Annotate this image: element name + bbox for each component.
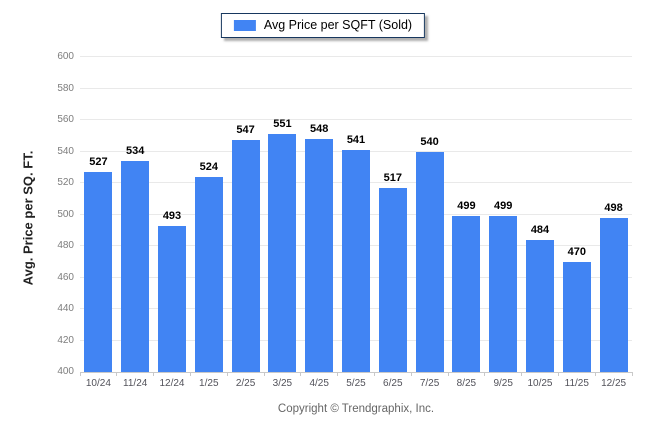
gridline — [80, 87, 632, 89]
y-tick-label: 600 — [57, 51, 74, 62]
bar[interactable] — [268, 134, 297, 372]
bar[interactable] — [342, 149, 370, 372]
bar[interactable] — [489, 216, 518, 372]
x-tick-label: 4/25 — [309, 378, 329, 389]
bar-value-label: 499 — [494, 200, 513, 213]
x-axis-tick — [373, 372, 375, 376]
gridline — [80, 56, 632, 57]
x-tick-label: 11/24 — [123, 378, 148, 389]
bar[interactable] — [378, 187, 407, 372]
x-tick-label: 9/25 — [493, 378, 513, 389]
x-tick-label: 7/25 — [419, 378, 440, 389]
x-tick-label: 3/25 — [272, 378, 293, 389]
y-tick-label: 520 — [57, 177, 74, 188]
bar-value-label: 547 — [236, 124, 255, 137]
legend-swatch-icon — [233, 19, 256, 31]
x-axis-tick — [226, 372, 228, 376]
bar[interactable] — [231, 140, 260, 372]
bar[interactable] — [599, 217, 628, 372]
bar[interactable] — [452, 216, 481, 372]
x-tick-label: 1/25 — [199, 378, 219, 389]
x-axis-tick — [116, 372, 118, 376]
x-axis-tick — [410, 372, 412, 376]
x-axis-tick — [521, 372, 523, 376]
x-axis-tick — [153, 372, 155, 376]
bar[interactable] — [84, 171, 113, 372]
x-axis-tick — [300, 372, 302, 376]
x-tick-label: 2/25 — [235, 378, 256, 389]
bar-value-label: 541 — [346, 133, 366, 146]
legend[interactable]: Avg Price per SQFT (Sold) — [220, 13, 426, 38]
y-tick-label: 540 — [57, 145, 74, 157]
y-tick-label: 460 — [57, 271, 74, 283]
bar-value-label: 499 — [457, 200, 476, 213]
bar-value-label: 548 — [310, 122, 329, 135]
y-tick-label: 420 — [57, 334, 74, 346]
x-axis-tick — [79, 372, 81, 376]
x-axis-tick — [631, 372, 633, 376]
x-tick-label: 12/25 — [601, 378, 627, 389]
gridline — [80, 119, 632, 120]
y-tick-label: 400 — [57, 366, 74, 377]
x-axis-tick — [484, 372, 486, 376]
x-tick-label: 10/25 — [527, 378, 553, 389]
x-axis-tick — [594, 372, 596, 376]
y-tick-label: 500 — [57, 208, 74, 220]
x-axis-tick — [557, 372, 559, 376]
y-tick-label: 480 — [57, 240, 74, 251]
x-axis-tick — [447, 372, 449, 376]
bar[interactable] — [158, 225, 186, 372]
bar[interactable] — [526, 239, 554, 372]
bar-value-label: 517 — [383, 171, 402, 184]
bar[interactable] — [415, 151, 444, 372]
legend-label: Avg Price per SQFT (Sold) — [263, 18, 413, 32]
bar[interactable] — [194, 176, 223, 372]
bar-value-label: 470 — [567, 245, 586, 258]
x-tick-label: 8/25 — [456, 378, 477, 389]
bar-value-label: 534 — [126, 144, 145, 157]
y-tick-label: 560 — [57, 114, 74, 125]
y-tick-label: 580 — [57, 82, 74, 94]
x-tick-label: 12/24 — [159, 378, 185, 389]
copyright-text: Copyright © Trendgraphix, Inc. — [277, 403, 435, 415]
bar-value-label: 498 — [604, 201, 623, 214]
bar-value-label: 527 — [89, 155, 108, 168]
x-axis-tick — [337, 372, 339, 376]
x-tick-label: 10/24 — [85, 378, 111, 389]
bar-value-label: 551 — [273, 118, 292, 131]
bar[interactable] — [121, 160, 150, 372]
x-tick-label: 5/25 — [346, 378, 366, 389]
x-axis-tick — [263, 372, 265, 376]
bar[interactable] — [305, 138, 334, 372]
bar-value-label: 524 — [199, 160, 218, 173]
plot-area: 400 420 440 460 480 500 520 540 560 580 600 527 10/2… — [57, 52, 633, 389]
x-tick-label: 11/25 — [564, 378, 589, 389]
bar-value-label: 493 — [162, 209, 182, 222]
bar-value-label: 540 — [420, 135, 439, 148]
bar[interactable] — [562, 261, 591, 372]
x-axis-tick — [189, 372, 191, 376]
y-tick-label: 440 — [57, 303, 74, 314]
bar-value-label: 484 — [530, 223, 550, 236]
x-tick-label: 6/25 — [383, 378, 403, 389]
